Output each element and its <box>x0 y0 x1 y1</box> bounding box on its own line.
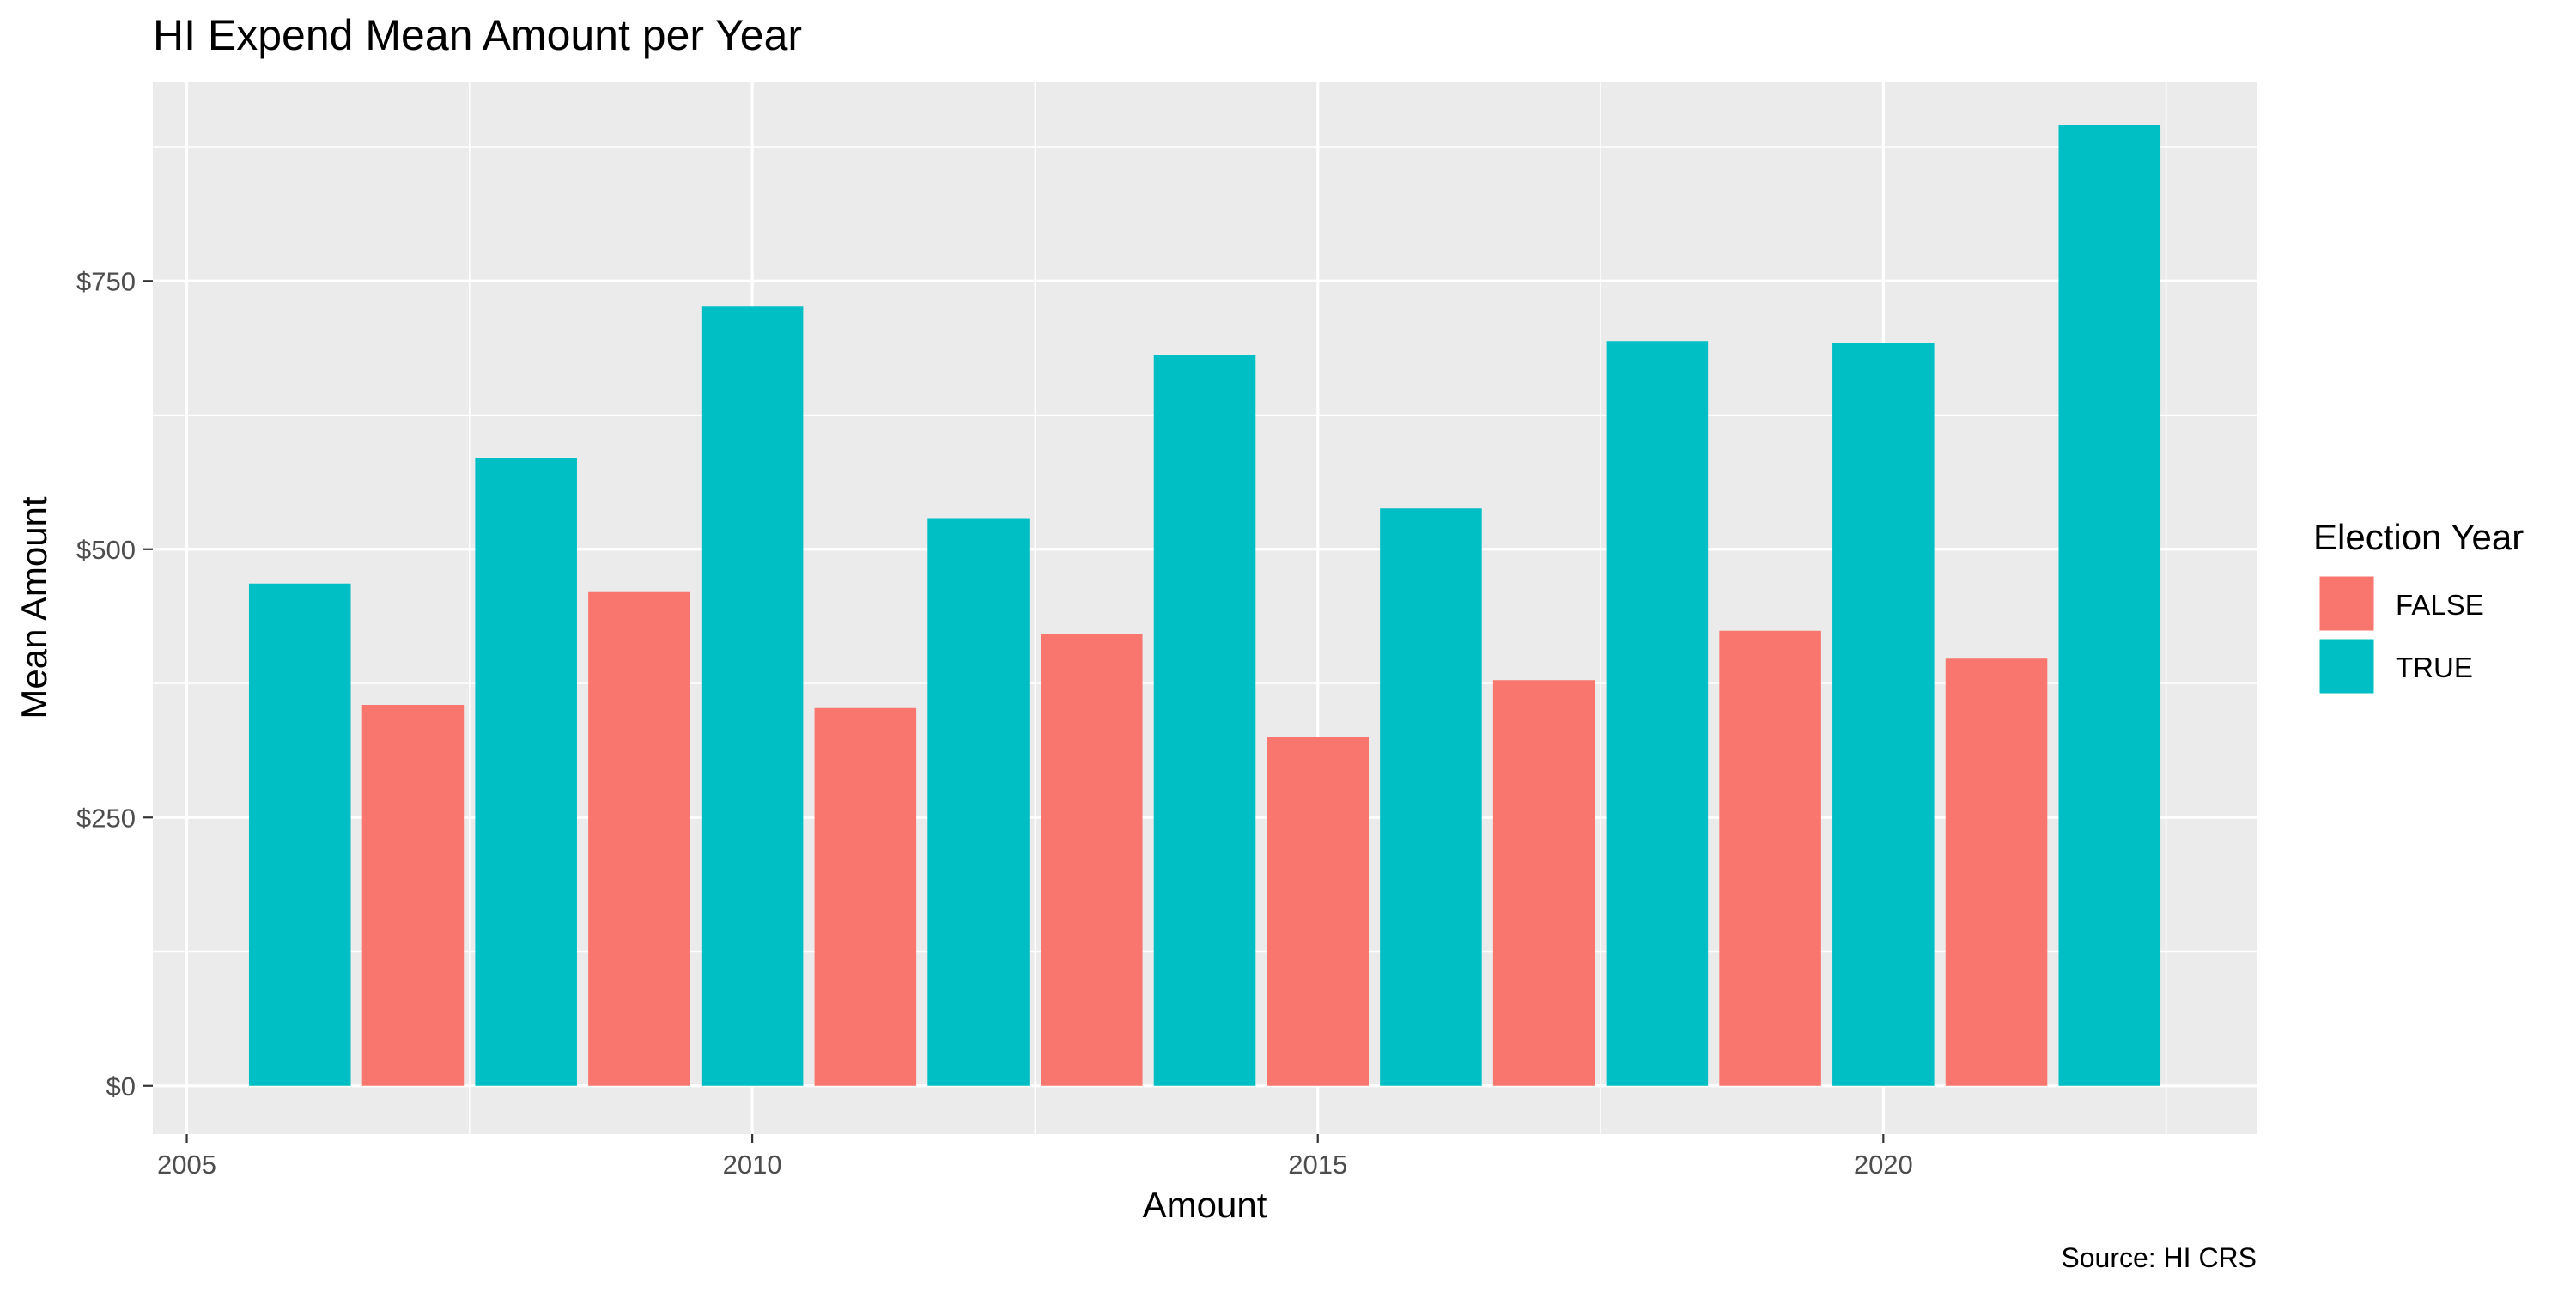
y-tick-label: $500 <box>76 535 136 565</box>
bar-2011-false <box>814 707 917 1086</box>
bar-2013-false <box>1041 634 1143 1086</box>
y-tick-label: $250 <box>76 803 136 833</box>
legend-key-false <box>2317 573 2377 634</box>
y-axis: $0 $250 $500 $750 <box>76 266 153 1101</box>
y-tick-label: $750 <box>76 266 136 296</box>
legend-label-false: FALSE <box>2396 589 2484 621</box>
y-axis-title: Mean Amount <box>14 496 54 719</box>
bar-2007-false <box>361 705 465 1086</box>
x-axis: 2005 2010 2015 2020 <box>157 1134 1913 1180</box>
x-axis-title: Amount <box>1143 1185 1267 1225</box>
bar-2016-true <box>1380 508 1482 1086</box>
bar-2012-true <box>927 518 1030 1086</box>
legend: Election Year FALSE TRUE <box>2313 517 2524 696</box>
bar-2009-false <box>588 591 690 1086</box>
bar-2015-false <box>1267 737 1369 1086</box>
bar-2010-true <box>701 306 804 1086</box>
x-tick-label: 2010 <box>723 1149 782 1180</box>
bar-2021-false <box>1945 658 2048 1086</box>
chart-title: HI Expend Mean Amount per Year <box>153 11 802 59</box>
x-tick-label: 2015 <box>1288 1149 1347 1180</box>
bar-2017-false <box>1492 680 1595 1086</box>
chart-caption: Source: HI CRS <box>2061 1242 2257 1273</box>
x-tick-label: 2005 <box>157 1149 216 1180</box>
bar-2019-false <box>1719 630 1821 1086</box>
legend-title: Election Year <box>2313 517 2524 557</box>
bars <box>248 125 2161 1086</box>
legend-key-true <box>2317 636 2377 696</box>
x-tick-label: 2020 <box>1854 1149 1913 1180</box>
bar-2022-true <box>2058 125 2161 1086</box>
bar-2014-true <box>1153 355 1256 1086</box>
bar-2020-true <box>1832 343 1935 1086</box>
bar-2006-true <box>248 583 351 1086</box>
bar-2018-true <box>1606 341 1709 1086</box>
y-tick-label: $0 <box>106 1071 136 1101</box>
bar-2008-true <box>475 458 577 1086</box>
legend-label-true: TRUE <box>2396 652 2473 683</box>
